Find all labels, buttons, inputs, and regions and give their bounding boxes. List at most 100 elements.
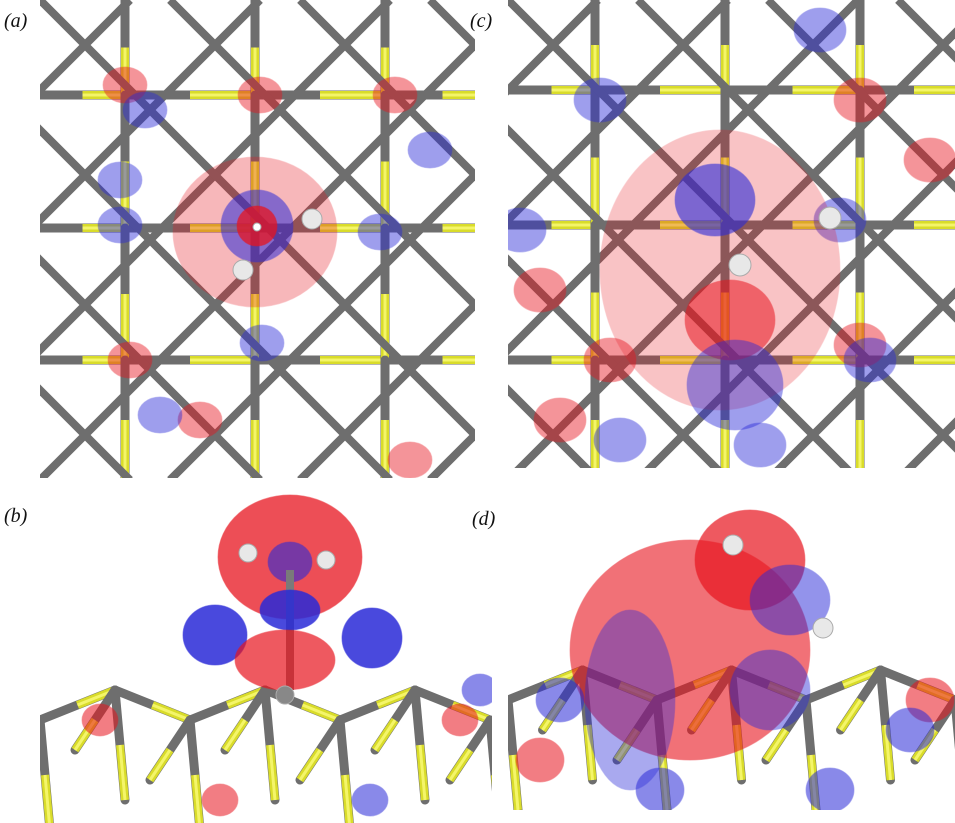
atom bbox=[238, 543, 258, 563]
bond bbox=[343, 774, 351, 823]
atom bbox=[818, 206, 842, 230]
bond bbox=[418, 744, 427, 801]
density-lobe bbox=[793, 7, 847, 53]
density-lobe bbox=[535, 677, 585, 723]
panel-label: (d) bbox=[472, 508, 496, 530]
bond bbox=[765, 0, 955, 193]
density-lobe bbox=[201, 783, 239, 817]
density-lobe bbox=[533, 397, 587, 443]
density-lobe bbox=[387, 441, 433, 478]
bond bbox=[448, 749, 472, 781]
bond bbox=[298, 749, 322, 781]
bond bbox=[373, 719, 397, 751]
atom bbox=[301, 208, 323, 230]
density-lobe bbox=[357, 213, 403, 251]
atom bbox=[728, 253, 752, 277]
density-lobe bbox=[635, 767, 685, 810]
density-lobe bbox=[733, 422, 787, 468]
density-lobe bbox=[584, 609, 676, 791]
density-lobe bbox=[903, 137, 955, 183]
bond bbox=[508, 384, 592, 468]
density-lobe bbox=[684, 279, 776, 361]
density-lobe bbox=[885, 707, 935, 753]
density-lobe bbox=[122, 91, 168, 129]
density-lobe bbox=[407, 131, 453, 169]
panel-label: (b) bbox=[4, 505, 28, 527]
density-lobe bbox=[583, 337, 637, 383]
density-lobe bbox=[441, 703, 479, 737]
density-lobe bbox=[351, 783, 389, 817]
bond bbox=[644, 157, 955, 468]
density-lobe bbox=[833, 77, 887, 123]
bond bbox=[495, 775, 500, 823]
bond bbox=[118, 744, 127, 801]
density-lobe bbox=[461, 673, 492, 707]
atom bbox=[316, 550, 336, 570]
bond bbox=[223, 719, 247, 751]
bond bbox=[764, 729, 788, 761]
density-lobe bbox=[686, 339, 784, 431]
bond bbox=[491, 775, 492, 787]
density-lobe bbox=[833, 322, 887, 368]
bond bbox=[297, 0, 475, 181]
density-lobe bbox=[599, 129, 841, 411]
bond bbox=[297, 299, 475, 478]
density-lobe bbox=[843, 337, 897, 383]
atom bbox=[275, 685, 295, 705]
density-lobe bbox=[137, 396, 183, 434]
bond bbox=[167, 169, 475, 478]
density-lobe bbox=[508, 207, 547, 253]
density-lobe bbox=[805, 767, 855, 810]
atom bbox=[252, 222, 262, 232]
panel-a bbox=[40, 0, 475, 478]
bond bbox=[508, 0, 731, 226]
bond bbox=[40, 0, 263, 226]
atom bbox=[812, 617, 834, 639]
density-lobe bbox=[593, 417, 647, 463]
bond bbox=[40, 254, 263, 478]
density-lobe bbox=[97, 206, 143, 244]
bond bbox=[904, 417, 955, 468]
density-lobe bbox=[674, 163, 756, 237]
bond bbox=[508, 254, 722, 468]
bond bbox=[40, 384, 133, 478]
bond bbox=[884, 724, 892, 781]
density-lobe bbox=[573, 77, 627, 123]
bond bbox=[40, 0, 393, 356]
density-lobe bbox=[237, 76, 283, 114]
bond bbox=[839, 699, 862, 731]
density-lobe bbox=[341, 607, 403, 669]
density-lobe bbox=[259, 589, 321, 631]
density-lobe bbox=[513, 267, 567, 313]
panel-b bbox=[0, 494, 500, 823]
bond bbox=[151, 703, 191, 722]
panel-label: (a) bbox=[4, 10, 28, 32]
density-lobe bbox=[749, 564, 831, 636]
bond bbox=[0, 750, 20, 780]
bond bbox=[268, 744, 277, 801]
density-lobe bbox=[182, 604, 248, 666]
bond bbox=[508, 0, 861, 356]
atom bbox=[232, 259, 254, 281]
atom bbox=[722, 534, 744, 556]
density-lobe bbox=[515, 737, 565, 783]
density-lobe bbox=[729, 649, 811, 731]
bond bbox=[148, 749, 172, 781]
density-lobe bbox=[239, 324, 285, 362]
bond bbox=[0, 750, 20, 780]
density-lobe bbox=[81, 703, 119, 737]
density-lobe bbox=[372, 76, 418, 114]
bond bbox=[485, 715, 492, 792]
bond bbox=[508, 0, 601, 96]
bond bbox=[514, 27, 955, 468]
bond bbox=[895, 0, 955, 63]
bond bbox=[43, 774, 51, 823]
bond bbox=[511, 754, 520, 810]
bond bbox=[774, 287, 955, 468]
bond bbox=[301, 703, 341, 722]
bond bbox=[193, 774, 201, 823]
density-lobe bbox=[97, 161, 143, 199]
panel-c bbox=[508, 0, 955, 468]
bond bbox=[40, 715, 45, 729]
